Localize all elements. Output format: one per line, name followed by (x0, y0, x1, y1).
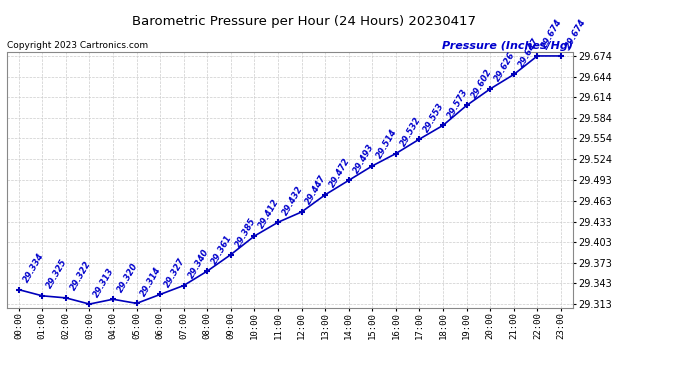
Text: 29.447: 29.447 (304, 174, 328, 206)
Text: 29.334: 29.334 (21, 251, 46, 284)
Text: 29.674: 29.674 (540, 18, 564, 50)
Text: 29.647: 29.647 (517, 36, 540, 69)
Text: 29.553: 29.553 (422, 101, 446, 134)
Text: 29.532: 29.532 (399, 116, 423, 148)
Text: 29.412: 29.412 (257, 198, 282, 231)
Text: 29.361: 29.361 (210, 233, 234, 266)
Text: 29.472: 29.472 (328, 157, 352, 189)
Text: 29.432: 29.432 (281, 184, 305, 217)
Text: 29.514: 29.514 (375, 128, 399, 160)
Text: Barometric Pressure per Hour (24 Hours) 20230417: Barometric Pressure per Hour (24 Hours) … (132, 15, 475, 28)
Text: Copyright 2023 Cartronics.com: Copyright 2023 Cartronics.com (7, 41, 148, 50)
Text: 29.385: 29.385 (234, 216, 257, 249)
Text: 29.325: 29.325 (45, 258, 69, 290)
Text: 29.493: 29.493 (351, 142, 375, 175)
Text: Pressure (Inches/Hg): Pressure (Inches/Hg) (442, 41, 573, 51)
Text: 29.327: 29.327 (163, 256, 187, 289)
Text: 29.340: 29.340 (186, 247, 210, 280)
Text: 29.626: 29.626 (493, 51, 517, 83)
Text: 29.320: 29.320 (116, 261, 140, 294)
Text: 29.602: 29.602 (469, 67, 493, 100)
Text: 29.674: 29.674 (564, 18, 588, 50)
Text: 29.314: 29.314 (139, 265, 164, 298)
Text: 29.313: 29.313 (92, 266, 116, 298)
Text: 29.322: 29.322 (68, 260, 92, 292)
Text: 29.573: 29.573 (446, 87, 470, 120)
